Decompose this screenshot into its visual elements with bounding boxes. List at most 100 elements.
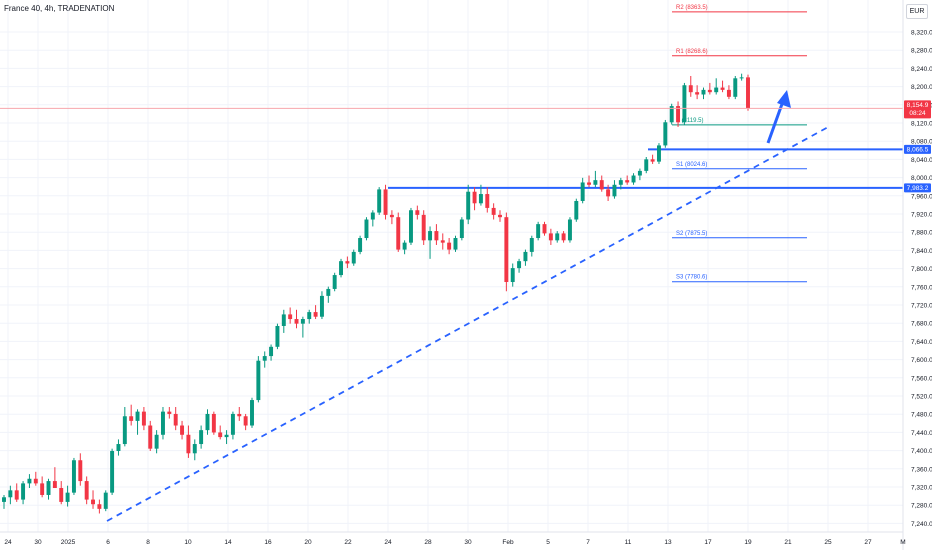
- candle: [415, 210, 420, 215]
- price-tick-label: 7,960.0: [911, 193, 932, 200]
- candle: [173, 413, 178, 426]
- candle: [52, 481, 57, 489]
- candle: [631, 175, 636, 183]
- candle: [135, 411, 140, 421]
- candle: [186, 434, 191, 454]
- candle: [669, 106, 674, 123]
- chart-grid: [0, 0, 904, 532]
- price-tick-label: 7,680.0: [911, 321, 932, 328]
- price-tick-label: 8,200.0: [911, 84, 932, 91]
- axis-price-labels: 8,154.908:24 8,066.5 7,983.2: [904, 100, 931, 193]
- time-tick-label: 22: [344, 539, 352, 546]
- candle: [161, 411, 165, 435]
- price-tick-label: 7,480.0: [911, 412, 932, 419]
- time-tick-label: 14: [224, 539, 232, 546]
- pivot-label: P (8119.5): [676, 118, 703, 124]
- candle: [504, 217, 509, 282]
- time-tick-label: 2025: [61, 539, 76, 546]
- candle: [555, 233, 560, 241]
- pivot-label: S1 (8024.6): [676, 162, 707, 168]
- price-tick-label: 7,840.0: [911, 248, 932, 255]
- candle: [644, 159, 649, 171]
- candle: [453, 238, 458, 250]
- candle: [122, 416, 127, 445]
- time-tick-label: 20: [304, 539, 312, 546]
- candle: [46, 481, 51, 495]
- candle: [389, 214, 394, 218]
- candle: [358, 238, 363, 252]
- candle: [21, 483, 26, 500]
- price-tick-label: 7,320.0: [911, 485, 932, 492]
- chart-title: France 40, 4h, TRADENATION: [4, 4, 115, 13]
- candle: [498, 214, 502, 218]
- candle: [688, 85, 693, 93]
- currency-button[interactable]: EUR: [906, 4, 928, 19]
- candle: [141, 411, 146, 426]
- time-tick-label: 6: [106, 539, 110, 546]
- price-tick-label: 8,320.0: [911, 30, 932, 37]
- price-axis[interactable]: 8,320.08,280.08,240.08,200.08,160.08,120…: [902, 0, 932, 550]
- candle: [326, 288, 331, 296]
- candle: [714, 87, 719, 93]
- arrow-head[interactable]: [777, 90, 791, 108]
- candle: [116, 444, 121, 451]
- candle: [587, 182, 591, 185]
- candle: [14, 490, 19, 500]
- dashed-trendline[interactable]: [106, 125, 831, 522]
- price-tick-label: 7,240.0: [911, 521, 932, 528]
- candle: [91, 499, 95, 505]
- trendline[interactable]: [106, 125, 831, 522]
- candle: [574, 200, 579, 220]
- up-arrow-annotation[interactable]: [766, 90, 791, 144]
- time-tick-label: 25: [824, 539, 832, 546]
- time-tick-label: 10: [184, 539, 192, 546]
- candle: [332, 275, 337, 289]
- candle: [199, 430, 204, 445]
- price-tick-label: 8,000.0: [911, 175, 932, 182]
- candle: [8, 490, 13, 498]
- level-price-label-box: [904, 183, 931, 193]
- last-price-label-text: 8,154.9: [907, 102, 929, 109]
- candle: [103, 492, 108, 509]
- price-tick-label: 7,880.0: [911, 230, 932, 237]
- candle: [606, 189, 611, 197]
- candle: [33, 478, 38, 484]
- candle: [148, 425, 153, 449]
- candle: [262, 356, 267, 361]
- candle: [84, 481, 89, 500]
- candle: [269, 346, 274, 357]
- candle: [351, 251, 356, 264]
- price-tick-label: 7,280.0: [911, 503, 932, 510]
- candle: [339, 261, 343, 276]
- candle: [218, 432, 223, 438]
- time-tick-label: 24: [384, 539, 392, 546]
- candle: [288, 314, 293, 320]
- candle: [510, 268, 515, 282]
- horizontal-levels[interactable]: [388, 148, 903, 189]
- candle: [224, 434, 229, 438]
- time-tick-label: M: [900, 539, 905, 546]
- arrow-shaft[interactable]: [766, 103, 784, 144]
- candle: [459, 219, 464, 239]
- candle: [548, 233, 553, 241]
- candle: [180, 425, 185, 435]
- price-tick-label: 7,640.0: [911, 339, 932, 346]
- candle: [250, 400, 254, 426]
- time-axis[interactable]: 24 30 2025 6 8 10 14 16 20 22 24 28 30 Feb 5 7 11 13 17 19 2…: [0, 531, 906, 546]
- candle: [313, 312, 318, 317]
- candle: [472, 191, 477, 204]
- price-tick-label: 7,560.0: [911, 375, 932, 382]
- price-tick-label: 7,600.0: [911, 357, 932, 364]
- level-price-label-box: [904, 144, 931, 154]
- candle: [27, 478, 32, 484]
- candle: [300, 319, 305, 324]
- candle: [447, 242, 452, 250]
- time-tick-label: 8: [146, 539, 150, 546]
- price-tick-label: 7,400.0: [911, 448, 932, 455]
- candle: [523, 251, 528, 262]
- candle: [421, 214, 426, 241]
- time-tick-label: 5: [546, 539, 550, 546]
- candle: [205, 413, 210, 431]
- time-tick-label: Feb: [502, 539, 514, 546]
